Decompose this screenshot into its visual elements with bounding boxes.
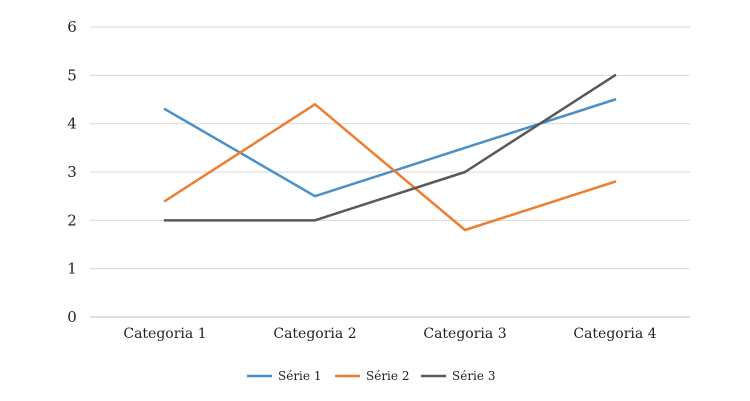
data-point — [313, 103, 317, 106]
data-point — [463, 146, 467, 150]
legend-label: Série 1 — [278, 369, 321, 383]
x-axis-ticks: Categoria 1 Categoria 2 Categoria 3 Categor… — [123, 326, 656, 342]
y-tick-label: 4 — [67, 115, 77, 133]
x-tick-label: Categoria 2 — [273, 326, 356, 342]
x-tick-label: Categoria 4 — [573, 326, 656, 342]
y-tick-label: 5 — [67, 66, 77, 84]
y-tick-label: 2 — [67, 211, 77, 229]
series-line-2 — [163, 103, 617, 232]
series-lines — [163, 74, 617, 232]
data-point — [313, 219, 317, 222]
data-point — [163, 219, 167, 222]
series-line-3 — [163, 74, 617, 222]
x-tick-label: Categoria 3 — [423, 326, 506, 342]
legend-label: Série 2 — [366, 369, 409, 383]
legend-item: Série 1 — [247, 369, 321, 383]
data-point — [163, 199, 167, 203]
data-point — [613, 98, 617, 101]
y-tick-label: 1 — [67, 260, 77, 278]
data-point — [463, 170, 467, 174]
legend-item: Série 2 — [335, 369, 409, 383]
legend-label: Série 3 — [452, 369, 495, 383]
y-tick-label: 0 — [67, 308, 77, 326]
y-axis-ticks: 0 1 2 3 4 5 6 — [67, 18, 77, 326]
y-tick-label: 6 — [67, 18, 77, 36]
data-point — [613, 74, 617, 77]
data-point — [463, 228, 467, 232]
legend-item: Série 3 — [421, 369, 495, 383]
legend: Série 1 Série 2 Série 3 — [247, 369, 495, 383]
y-tick-label: 3 — [67, 163, 77, 181]
x-tick-label: Categoria 1 — [123, 326, 206, 342]
series-line-1 — [163, 98, 617, 198]
data-point — [163, 107, 167, 111]
data-point — [613, 180, 617, 183]
data-point — [313, 194, 317, 198]
